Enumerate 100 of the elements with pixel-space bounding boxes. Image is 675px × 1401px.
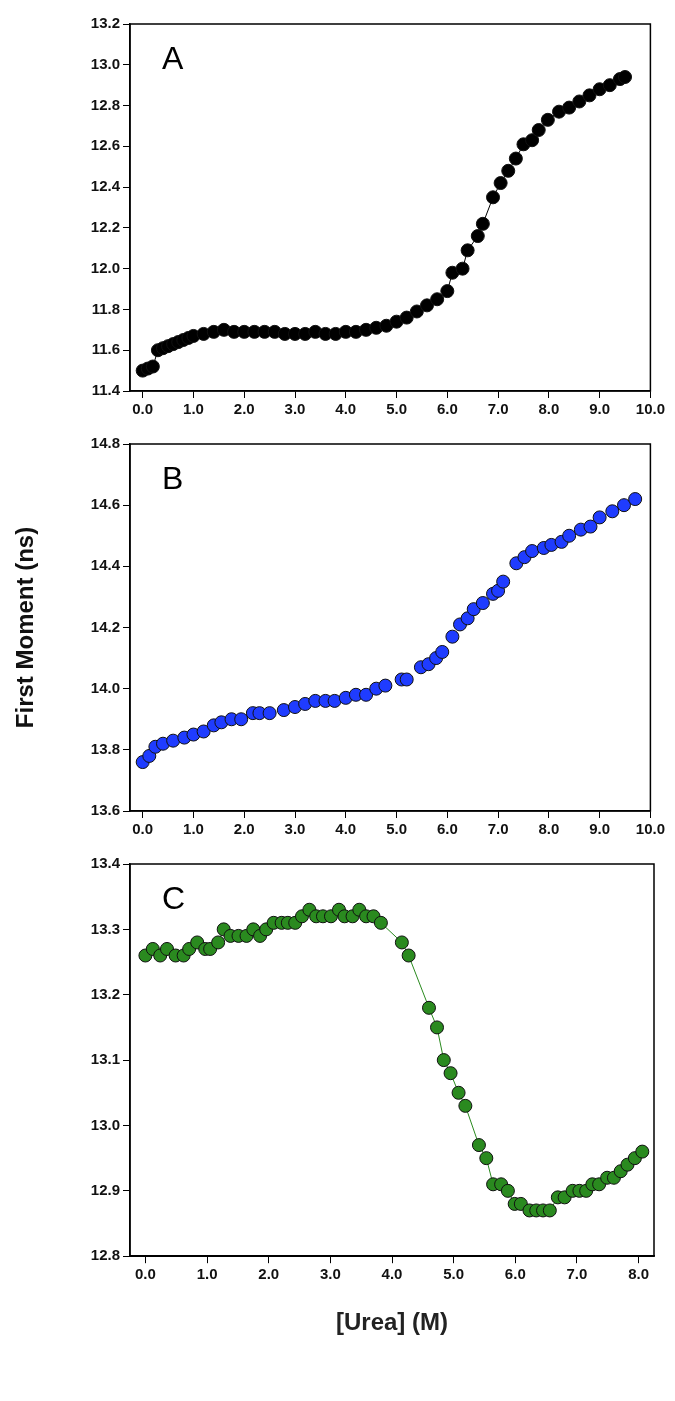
- point: [440, 284, 455, 299]
- x-tick-label: 1.0: [196, 1265, 218, 1283]
- point: [430, 292, 445, 307]
- point: [508, 151, 523, 166]
- point: [359, 687, 374, 702]
- point: [572, 94, 587, 109]
- point: [455, 261, 470, 276]
- x-tick-label: 0.0: [132, 400, 154, 418]
- x-tick-label: 1.0: [183, 820, 204, 838]
- x-tick-label: 0.0: [134, 1265, 156, 1283]
- point: [486, 190, 501, 205]
- y-tick-label: 13.2: [90, 14, 120, 32]
- y-tick-label: 13.2: [90, 984, 120, 1002]
- y-tick-label: 12.0: [90, 258, 120, 276]
- x-tick-label: 6.0: [436, 400, 458, 418]
- point: [399, 672, 414, 687]
- x-tick-label: 1.0: [183, 400, 204, 418]
- x-tick-label: 6.0: [504, 1265, 526, 1283]
- x-tick-label: 3.0: [284, 400, 306, 418]
- y-tick-label: 14.0: [90, 678, 120, 696]
- point: [196, 724, 211, 739]
- point: [166, 733, 181, 748]
- y-tick-label: 11.4: [91, 381, 121, 399]
- x-tick-label: 9.0: [589, 400, 611, 418]
- y-tick-label: 14.2: [90, 617, 120, 635]
- annotation: C: [162, 879, 186, 916]
- x-tick-label: 10.0: [635, 400, 665, 418]
- point: [628, 492, 643, 507]
- point: [583, 519, 598, 534]
- point: [525, 133, 540, 148]
- point: [234, 712, 249, 727]
- x-tick-label: 7.0: [566, 1265, 588, 1283]
- point: [618, 70, 633, 85]
- x-tick-label: 5.0: [443, 1265, 465, 1283]
- x-tick-label: 3.0: [319, 1265, 341, 1283]
- point: [605, 504, 620, 519]
- point: [399, 310, 414, 325]
- y-tick-label: 12.2: [90, 218, 120, 236]
- y-tick-label: 12.9: [90, 1180, 120, 1198]
- y-tick-label: 14.8: [90, 434, 120, 452]
- x-axis-title: [Urea] (M): [336, 1308, 448, 1336]
- point: [470, 229, 485, 244]
- x-tick-label: 4.0: [335, 820, 357, 838]
- point: [582, 88, 597, 103]
- point: [501, 163, 516, 178]
- point: [475, 216, 490, 231]
- x-tick-label: 10.0: [635, 820, 665, 838]
- y-tick-label: 13.6: [90, 801, 120, 819]
- point: [145, 359, 160, 374]
- x-tick-label: 0.0: [132, 820, 154, 838]
- y-tick-label: 14.4: [90, 556, 121, 574]
- x-tick-label: 2.0: [233, 400, 255, 418]
- y-tick-label: 14.6: [90, 495, 120, 513]
- x-tick-label: 5.0: [386, 820, 407, 838]
- x-tick-label: 2.0: [233, 820, 255, 838]
- annotation: B: [162, 459, 184, 496]
- point: [540, 112, 555, 127]
- y-tick-label: 13.0: [90, 54, 120, 72]
- point: [445, 629, 460, 644]
- x-tick-label: 3.0: [284, 820, 306, 838]
- x-tick-label: 7.0: [487, 820, 509, 838]
- y-tick-label: 13.0: [90, 1115, 120, 1133]
- y-tick-label: 12.4: [90, 177, 121, 195]
- x-tick-label: 4.0: [335, 400, 357, 418]
- x-tick-label: 8.0: [628, 1265, 650, 1283]
- point: [409, 304, 424, 319]
- y-tick-label: 11.6: [91, 340, 120, 358]
- y-axis-title: First Moment (ns): [11, 526, 39, 729]
- point: [525, 544, 540, 559]
- point: [378, 678, 393, 693]
- x-tick-label: 8.0: [538, 400, 560, 418]
- point: [531, 123, 546, 138]
- point: [435, 644, 450, 659]
- x-tick-label: 6.0: [436, 820, 458, 838]
- point: [493, 176, 508, 191]
- y-tick-label: 12.8: [90, 1246, 120, 1264]
- x-tick-label: 2.0: [258, 1265, 280, 1283]
- x-tick-label: 9.0: [589, 820, 611, 838]
- point: [602, 78, 617, 93]
- point: [460, 243, 475, 258]
- point: [262, 706, 277, 721]
- point: [475, 596, 490, 611]
- y-tick-label: 11.8: [91, 299, 120, 317]
- point: [496, 574, 511, 589]
- point: [562, 100, 577, 115]
- point: [592, 82, 607, 97]
- point: [617, 498, 631, 513]
- y-tick-label: 12.6: [90, 136, 120, 154]
- annotation: A: [162, 39, 184, 76]
- x-tick-label: 4.0: [381, 1265, 403, 1283]
- point: [420, 298, 435, 313]
- y-tick-label: 13.4: [90, 854, 121, 872]
- point: [562, 528, 577, 543]
- point: [466, 602, 481, 617]
- y-tick-label: 12.8: [90, 95, 120, 113]
- x-tick-label: 7.0: [487, 400, 509, 418]
- x-tick-label: 5.0: [386, 400, 407, 418]
- x-tick-label: 8.0: [538, 820, 560, 838]
- y-tick-label: 13.1: [90, 1050, 120, 1068]
- point: [592, 510, 607, 525]
